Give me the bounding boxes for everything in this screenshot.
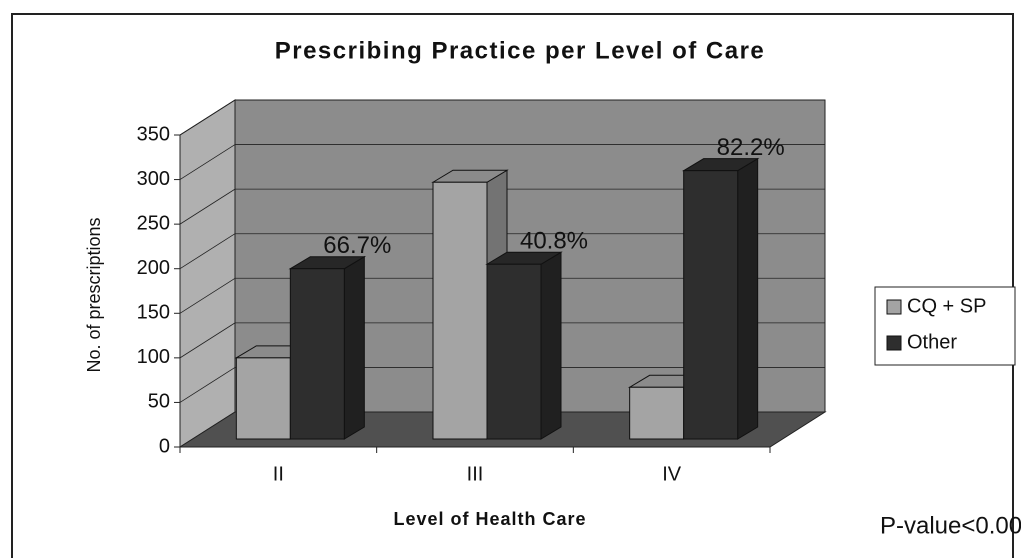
chart-title: Prescribing Practice per Level of Care — [275, 37, 766, 64]
x-tick-label: IV — [662, 463, 682, 485]
y-tick-label: 200 — [137, 257, 170, 279]
grid-line — [179, 99, 236, 136]
bar — [486, 263, 542, 440]
annotation: 82.2% — [717, 134, 785, 161]
legend-swatch — [886, 335, 902, 351]
bar — [289, 268, 345, 440]
bar — [683, 170, 739, 440]
y-tick-label: 100 — [137, 346, 170, 368]
side-wall — [179, 99, 236, 448]
y-tick-label: 350 — [137, 123, 170, 145]
y-tick-label: 250 — [137, 212, 170, 234]
bar — [629, 386, 685, 440]
y-tick-label: 300 — [137, 168, 170, 190]
x-axis-label: Level of Health Care — [393, 509, 586, 529]
bar-side — [737, 157, 759, 440]
x-tick-label: II — [273, 463, 284, 485]
grid-line — [179, 188, 236, 225]
grid-line — [179, 322, 236, 359]
legend-swatch — [886, 299, 902, 315]
y-tick-label: 50 — [148, 391, 170, 413]
annotation: 40.8% — [520, 228, 588, 255]
y-tick-label: 150 — [137, 302, 170, 324]
bar — [432, 181, 488, 440]
grid-line — [179, 277, 236, 314]
legend-label: Other — [907, 331, 957, 353]
legend-label: CQ + SP — [907, 295, 986, 317]
bar — [235, 357, 291, 440]
grid-line — [179, 233, 236, 270]
y-axis-label: No. of prescriptions — [84, 217, 104, 372]
bar-side — [343, 255, 365, 440]
note: P-value<0.0001 — [880, 512, 1021, 539]
annotation: 66.7% — [323, 232, 391, 259]
bar-side — [540, 251, 562, 440]
y-tick-label: 0 — [159, 435, 170, 457]
grid-line — [179, 144, 236, 180]
grid-line — [179, 367, 236, 403]
x-tick-label: III — [467, 463, 484, 485]
